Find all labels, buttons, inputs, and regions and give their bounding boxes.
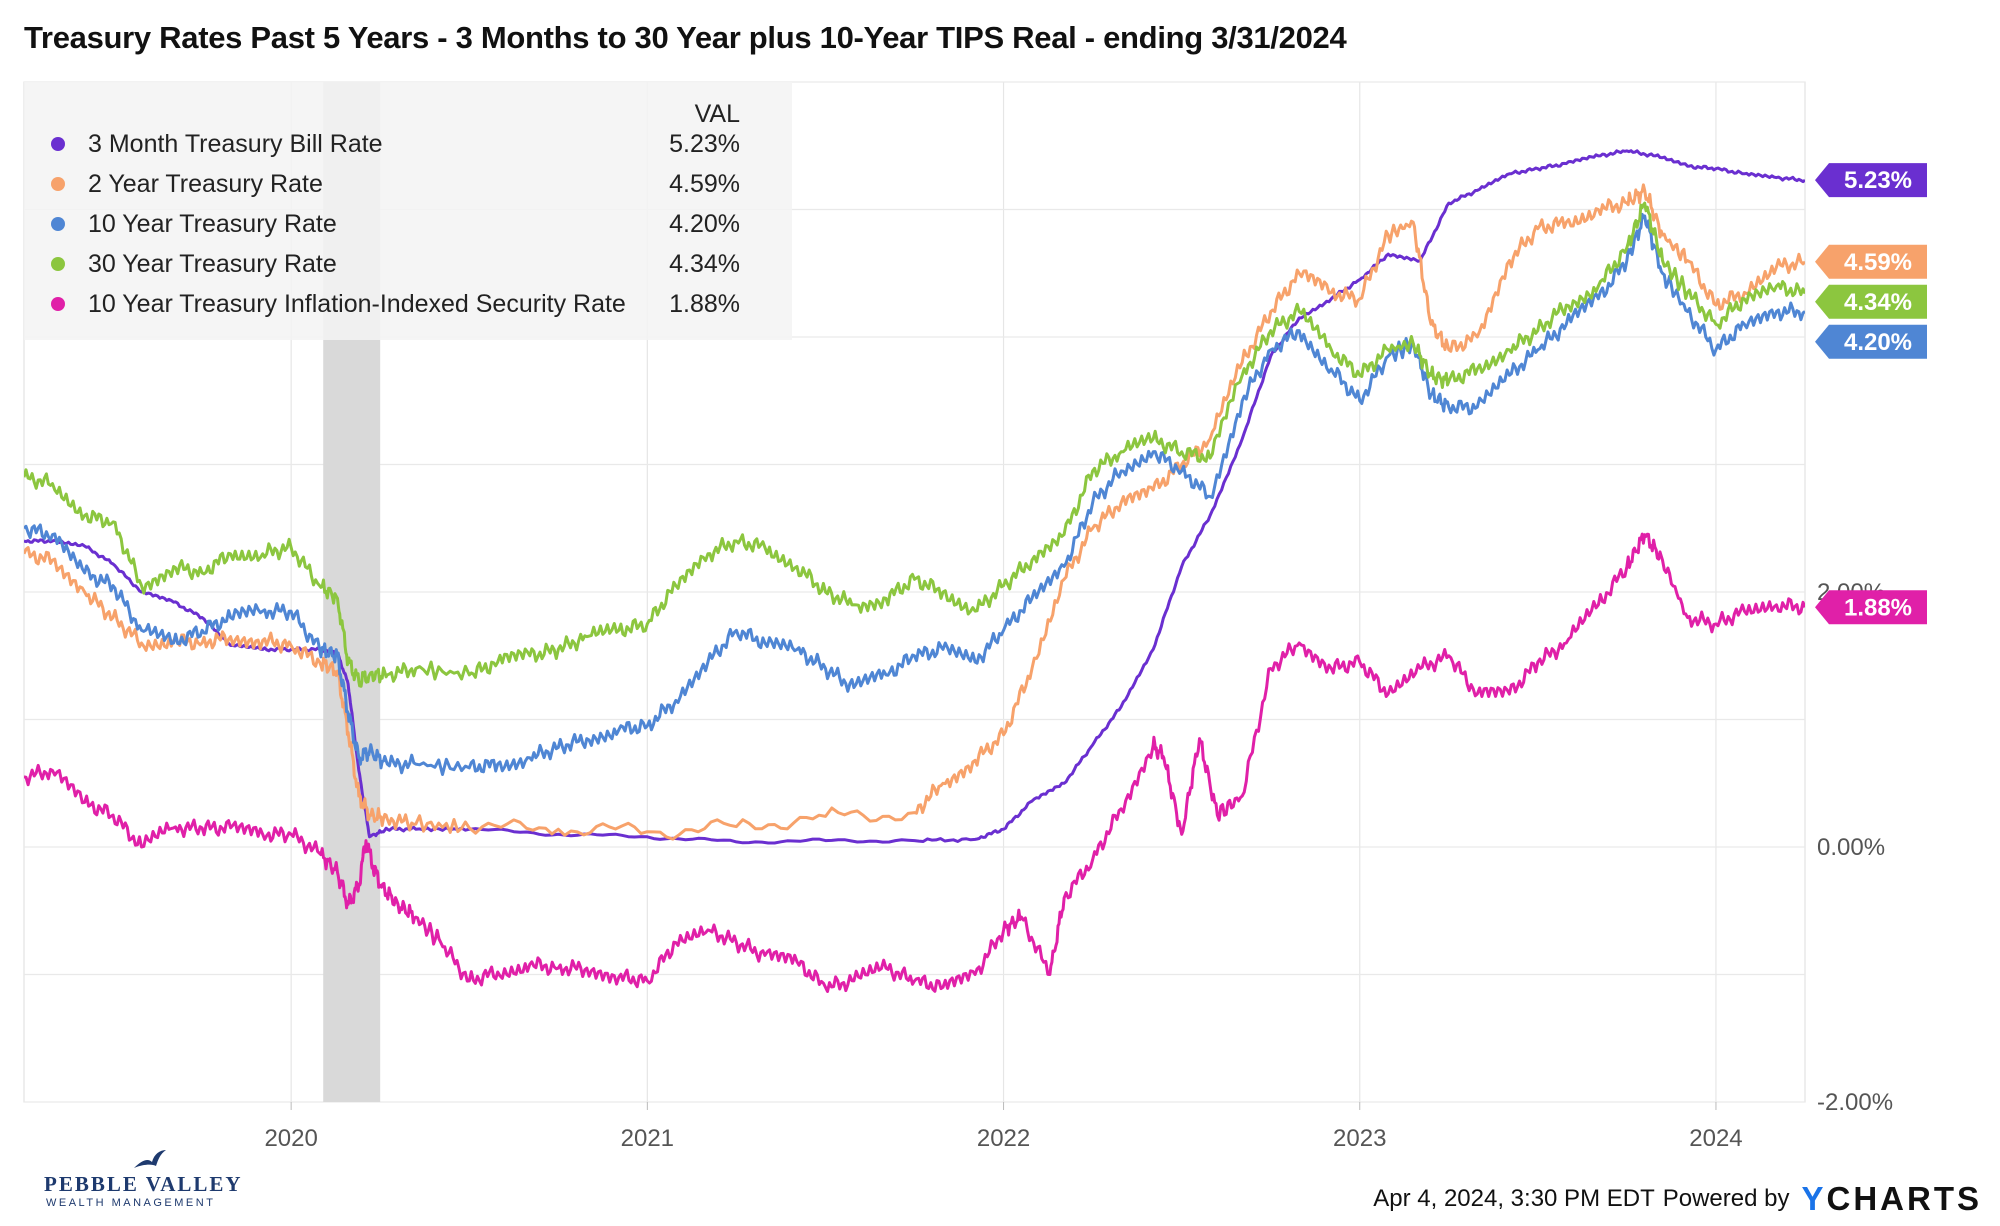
legend-value: 4.20%: [669, 210, 740, 238]
legend-value: 1.88%: [669, 290, 740, 318]
legend-marker: [51, 177, 65, 191]
ycharts-logo-y: Y: [1801, 1180, 1827, 1217]
y-tick-label: -2.00%: [1817, 1089, 1893, 1116]
value-badge-label: 4.59%: [1844, 249, 1912, 276]
value-badge: 4.20%: [1815, 324, 1927, 359]
x-tick-label: 2020: [264, 1125, 317, 1152]
y-tick-label: 0.00%: [1817, 834, 1885, 861]
value-badges: 5.23% 4.59% 4.34% 4.20% 1.88%: [1815, 163, 1927, 625]
series-line-2: [24, 183, 1805, 841]
value-badge: 4.59%: [1815, 244, 1927, 279]
legend-value: 4.34%: [669, 250, 740, 278]
x-tick-label: 2024: [1689, 1125, 1742, 1152]
value-badge-label: 4.20%: [1844, 329, 1912, 356]
value-badge: 5.23%: [1815, 163, 1927, 198]
legend-label: 2 Year Treasury Rate: [88, 170, 323, 198]
ycharts-logo-rest: CHARTS: [1826, 1180, 1982, 1217]
legend-panel: [24, 82, 792, 340]
value-badge-shape: [1815, 590, 1927, 625]
legend-label: 30 Year Treasury Rate: [88, 250, 337, 278]
ycharts-logo[interactable]: YCHARTS: [1801, 1180, 1982, 1218]
footer: Apr 4, 2024, 3:30 PM EDT Powered by YCHA…: [1373, 1180, 1982, 1218]
series-line-5: [24, 532, 1805, 993]
series-line-1: [24, 149, 1805, 845]
y-axis: 2.00%0.00%-2.00%: [1817, 579, 1893, 1116]
legend-label: 3 Month Treasury Bill Rate: [88, 130, 383, 158]
value-badge: 4.34%: [1815, 284, 1927, 319]
legend-marker: [51, 297, 65, 311]
x-axis: 2020 2021 2022 2023 2024: [264, 1102, 1743, 1152]
value-badge: 1.88%: [1815, 590, 1927, 625]
series-line-3: [24, 212, 1805, 776]
value-badge-shape: [1815, 163, 1927, 198]
chart-title: Treasury Rates Past 5 Years - 3 Months t…: [24, 20, 1347, 55]
value-badge-shape: [1815, 244, 1927, 279]
series-lines: [24, 149, 1805, 993]
value-badge-shape: [1815, 284, 1927, 319]
footer-powered-by: Powered by: [1662, 1185, 1790, 1212]
footer-timestamp: Apr 4, 2024, 3:30 PM EDT: [1373, 1185, 1655, 1212]
value-badge-label: 5.23%: [1844, 167, 1912, 194]
logo-name: PEBBLE VALLEY: [44, 1172, 243, 1196]
legend-marker: [51, 257, 65, 271]
legend-marker: [51, 217, 65, 231]
pebble-valley-logo: PEBBLE VALLEY WEALTH MANAGEMENT: [44, 1148, 254, 1209]
logo-subtitle: WEALTH MANAGEMENT: [46, 1197, 216, 1209]
legend-value: 4.59%: [669, 170, 740, 198]
legend-label: 10 Year Treasury Rate: [88, 210, 337, 238]
value-badge-label: 4.34%: [1844, 289, 1912, 316]
x-tick-label: 2023: [1333, 1125, 1386, 1152]
x-tick-label: 2022: [977, 1125, 1030, 1152]
legend: 3 Month Treasury Bill Rate 5.23% 2 Year Tr…: [51, 130, 740, 318]
legend-value: 5.23%: [669, 130, 740, 158]
series-line-4: [24, 201, 1805, 688]
bird-icon: [134, 1150, 166, 1168]
legend-label: 10 Year Treasury Inflation-Indexed Secur…: [88, 290, 626, 318]
legend-marker: [51, 137, 65, 151]
legend-header: VAL: [695, 100, 740, 128]
x-tick-label: 2021: [621, 1125, 674, 1152]
value-badge-shape: [1815, 324, 1927, 359]
value-badge-label: 1.88%: [1844, 594, 1912, 621]
